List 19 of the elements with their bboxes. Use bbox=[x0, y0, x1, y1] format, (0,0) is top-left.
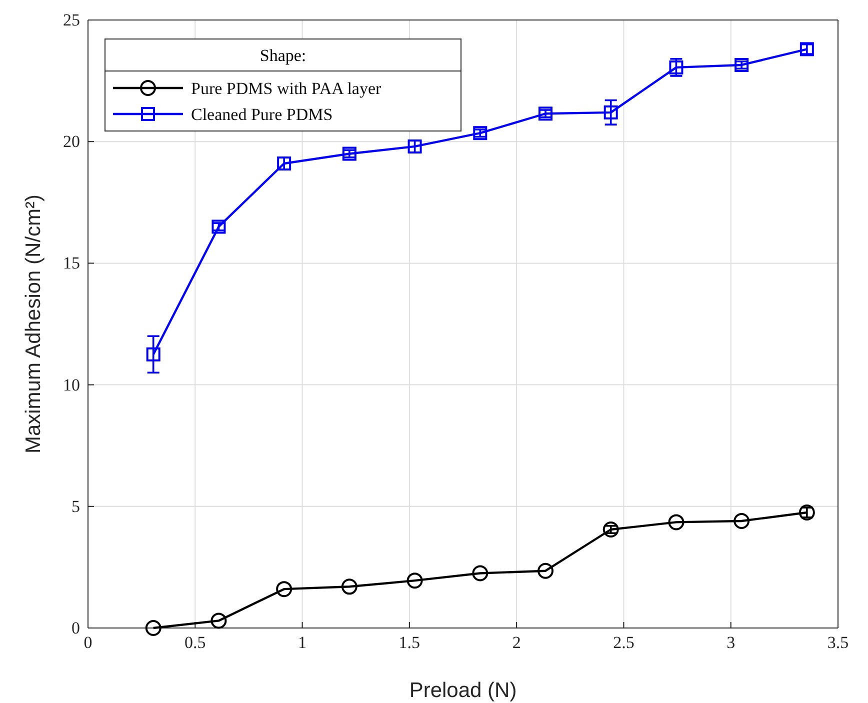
y-tick-label: 0 bbox=[72, 618, 80, 638]
y-tick-label: 25 bbox=[63, 10, 80, 30]
y-axis-title: Maximum Adhesion (N/cm²) bbox=[22, 194, 45, 454]
x-tick-label: 2 bbox=[512, 633, 521, 652]
x-tick-label: 1.5 bbox=[398, 633, 420, 652]
x-axis-title: Preload (N) bbox=[409, 679, 517, 702]
legend-title: Shape: bbox=[260, 46, 306, 65]
legend-label: Cleaned Pure PDMS bbox=[191, 105, 333, 124]
y-tick-label: 20 bbox=[63, 132, 80, 152]
y-tick-label: 10 bbox=[63, 375, 80, 394]
y-tick-label: 15 bbox=[63, 254, 80, 273]
x-tick-label: 2.5 bbox=[613, 633, 634, 652]
x-tick-label: 3.5 bbox=[827, 633, 849, 652]
y-tick-label: 5 bbox=[72, 496, 80, 516]
x-tick-label: 0 bbox=[84, 633, 92, 652]
x-tick-label: 1 bbox=[298, 633, 307, 652]
x-tick-label: 3 bbox=[726, 633, 736, 652]
legend-label: Pure PDMS with PAA layer bbox=[191, 79, 382, 98]
x-tick-label: 0.5 bbox=[184, 633, 206, 652]
